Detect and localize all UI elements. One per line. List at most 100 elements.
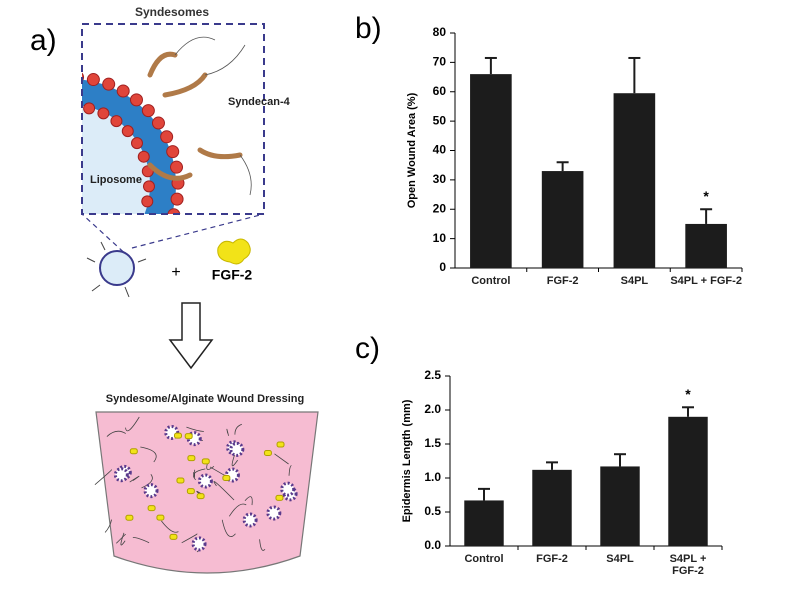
y-tick-label: 1.5 — [424, 436, 441, 450]
bar — [532, 469, 572, 546]
lipid-head — [69, 101, 80, 112]
growth-factor — [275, 494, 284, 501]
fiber — [161, 520, 179, 533]
plus-sign: + — [171, 264, 180, 281]
y-tick-label: 70 — [433, 55, 447, 69]
growth-factor — [276, 441, 285, 448]
lipid-head — [116, 84, 130, 98]
y-tick-label: 1.0 — [424, 470, 441, 484]
fiber — [120, 532, 126, 546]
lipid-head — [97, 107, 110, 120]
y-tick-label: 20 — [433, 201, 447, 215]
syndesome — [143, 483, 159, 499]
lipid-head — [160, 130, 174, 144]
lipid-head — [24, 79, 36, 91]
fiber — [141, 473, 153, 489]
dressing — [95, 411, 319, 574]
arrow — [168, 302, 214, 370]
fiber — [94, 469, 113, 485]
y-axis-label: Epidermis Length (mm) — [401, 399, 413, 522]
syndesome — [229, 441, 245, 457]
y-tick-label: 50 — [433, 113, 447, 127]
y-tick-label: 0 — [439, 260, 446, 274]
y-tick-label: 30 — [433, 172, 447, 186]
fiber — [288, 465, 292, 476]
fiber — [186, 426, 204, 432]
syndesome — [242, 512, 258, 528]
lipid-head — [40, 74, 52, 86]
fiber — [181, 533, 198, 544]
x-tick-label: Control — [471, 275, 511, 287]
fiber — [116, 533, 126, 544]
syndesome — [113, 467, 129, 483]
syndesome — [191, 536, 207, 552]
growth-factor — [125, 514, 134, 521]
fiber — [125, 416, 140, 432]
bar — [613, 93, 656, 268]
syndesome — [280, 481, 296, 497]
lipid-head — [39, 105, 50, 116]
x-tick-label: S4PL + FGF-2 — [670, 275, 742, 287]
lipid-head — [10, 85, 22, 97]
panel-label: b) — [355, 12, 382, 45]
lipid-head — [83, 102, 96, 115]
lipid-head — [151, 116, 165, 130]
fiber — [106, 430, 126, 437]
growth-factor — [196, 493, 205, 500]
growth-factor — [186, 488, 195, 495]
lipid-head — [129, 93, 143, 107]
y-tick-label: 2.0 — [424, 402, 441, 416]
y-tick-label: 2.5 — [424, 368, 441, 382]
fiber — [193, 469, 196, 479]
lipid-head — [170, 192, 184, 206]
syndecan-label: Syndecan-4 — [228, 96, 291, 108]
lipid-head — [170, 160, 184, 174]
lipid-head — [137, 150, 150, 163]
zoom-box — [81, 23, 265, 215]
annotation: * — [685, 386, 691, 402]
diagram-title: Syndesomes — [135, 5, 209, 19]
growth-factor — [156, 514, 165, 521]
panel-label: c) — [355, 332, 380, 365]
syndesome — [197, 473, 213, 489]
bar — [464, 500, 504, 546]
growth-factor — [147, 505, 156, 512]
fiber — [244, 496, 253, 506]
growth-factor — [263, 450, 272, 457]
growth-factor — [184, 433, 193, 440]
growth-factor — [129, 448, 138, 455]
growth-factor — [169, 533, 178, 540]
fiber — [259, 539, 266, 551]
y-tick-label: 60 — [433, 84, 447, 98]
dressing-title: Syndesome/Alginate Wound Dressing — [106, 393, 304, 405]
fiber — [221, 519, 236, 537]
fiber — [140, 446, 157, 463]
fgf-label: FGF-2 — [212, 267, 253, 283]
syndesome — [266, 505, 282, 521]
lipid-head — [166, 145, 180, 159]
lipid-head — [141, 104, 155, 118]
lipid-head — [110, 115, 123, 128]
growth-factor — [201, 458, 210, 465]
fiber — [226, 428, 229, 436]
fiber — [234, 423, 242, 435]
dressing-contents — [94, 416, 298, 553]
lipid-head — [167, 208, 181, 214]
bar — [685, 223, 727, 268]
liposome-zoom — [10, 36, 252, 214]
lipid-head — [102, 77, 116, 91]
fiber — [104, 519, 112, 533]
annotation: * — [703, 188, 709, 204]
y-tick-label: 0.0 — [424, 538, 441, 552]
lipid-head — [141, 195, 154, 208]
y-tick-label: 10 — [433, 231, 447, 245]
x-tick-label: FGF-2 — [536, 553, 568, 565]
fiber — [228, 503, 247, 517]
growth-factor — [222, 474, 231, 481]
liposome-label: Liposome — [90, 174, 142, 186]
growth-factor — [174, 432, 183, 439]
bar — [668, 416, 708, 546]
lipid-head — [86, 73, 100, 87]
lipid-head — [121, 125, 134, 138]
